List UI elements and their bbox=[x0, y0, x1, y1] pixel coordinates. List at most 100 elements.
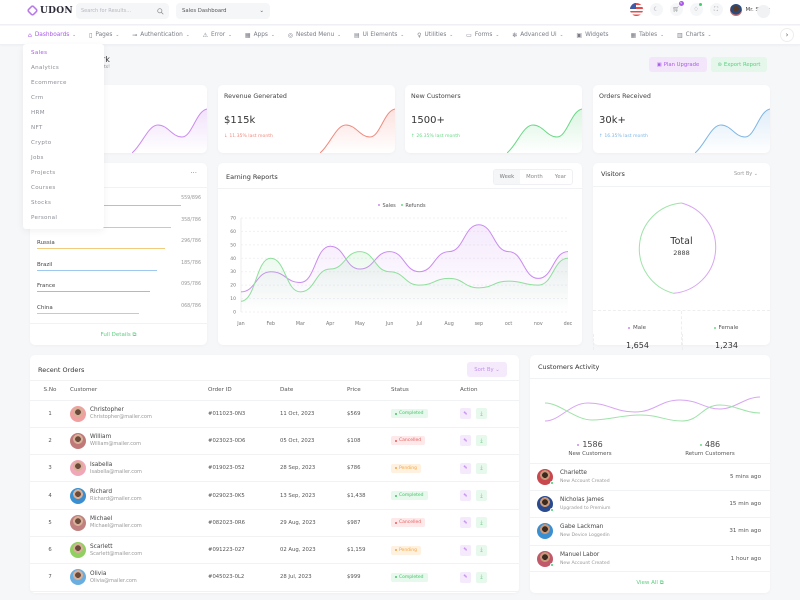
customer-name: Olivia bbox=[90, 571, 137, 577]
status-cell: Completed bbox=[391, 482, 460, 509]
nav-label: Charts bbox=[686, 32, 705, 38]
flag-us-icon[interactable] bbox=[630, 3, 643, 16]
nav-next-button[interactable]: › bbox=[780, 28, 794, 42]
dropdown-item-personal[interactable]: Personal bbox=[23, 215, 104, 230]
plan-upgrade-button[interactable]: ▣ Plan Upgrade bbox=[649, 57, 707, 72]
action-cell: ✎ ⤓ bbox=[460, 427, 519, 454]
column-header: Status bbox=[391, 381, 460, 400]
dropdown-item-ecommerce[interactable]: Ecommerce bbox=[23, 80, 104, 95]
stat-card: Revenue Generated $115k ↓ 11.35% last mont… bbox=[218, 85, 395, 153]
activity-time: 1 hour ago bbox=[731, 556, 761, 562]
order-date: 28 Jul, 2023 bbox=[280, 564, 347, 591]
nav-item-apps[interactable]: ▦ Apps ⌄ bbox=[245, 32, 275, 39]
download-icon[interactable]: ⤓ bbox=[476, 572, 487, 583]
download-icon[interactable]: ⤓ bbox=[476, 517, 487, 528]
table-row[interactable]: 2 William William@mailer.com #023023-0D6 05 … bbox=[30, 427, 519, 454]
nav-item-pages[interactable]: ▯ Pages ⌄ bbox=[89, 32, 119, 39]
tab-month[interactable]: Month bbox=[520, 170, 549, 184]
nav-item-utilities[interactable]: ♀ Utilities ⌄ bbox=[417, 32, 453, 39]
customer-email: Christopher@mailer.com bbox=[90, 414, 152, 420]
dropdown-item-crypto[interactable]: Crypto bbox=[23, 140, 104, 155]
chart-legend: Sales Refunds bbox=[218, 203, 582, 209]
nav-item-nested-menu[interactable]: ◎ Nested Menu ⌄ bbox=[288, 32, 341, 39]
activity-item[interactable]: Nicholas James Upgraded to Premium 15 min … bbox=[530, 490, 770, 517]
dropdown-item-nft[interactable]: NFT bbox=[23, 125, 104, 140]
logo[interactable]: UDON bbox=[27, 5, 73, 16]
legend-sales[interactable]: Sales bbox=[382, 203, 395, 209]
dropdown-item-hrm[interactable]: HRM bbox=[23, 110, 104, 125]
order-price: $1,438 bbox=[347, 482, 391, 509]
search-input[interactable]: Search for Results... bbox=[76, 3, 169, 19]
download-icon[interactable]: ⤓ bbox=[476, 545, 487, 556]
edit-icon[interactable]: ✎ bbox=[460, 545, 471, 556]
stat-change: ↓ 11.35% last month bbox=[224, 134, 273, 139]
stat-change-text: 11.35% last month bbox=[229, 134, 273, 139]
dropdown-item-crm[interactable]: Crm bbox=[23, 95, 104, 110]
activity-time: 31 min ago bbox=[729, 528, 761, 534]
full-details-link[interactable]: Full Details ⧉ bbox=[30, 323, 207, 345]
cart-icon[interactable]: 🛒︎ 5 bbox=[670, 3, 683, 16]
country-name: China bbox=[37, 305, 53, 311]
nav-item-widgets[interactable]: ▣ Widgets bbox=[576, 32, 608, 39]
table-row[interactable]: 7 Olivia Olivia@mailer.com #045023-0L2 28 Ju… bbox=[30, 564, 519, 591]
edit-icon[interactable]: ✎ bbox=[460, 572, 471, 583]
table-row[interactable]: 5 Michael Michael@mailer.com #082023-0R6 29 … bbox=[30, 509, 519, 536]
edit-icon[interactable]: ✎ bbox=[460, 408, 471, 419]
download-icon[interactable]: ⤓ bbox=[476, 490, 487, 501]
sparkline bbox=[320, 105, 395, 153]
tab-week[interactable]: Week bbox=[494, 170, 521, 184]
customer-name: Richard bbox=[90, 489, 142, 495]
nav-item-charts[interactable]: ▥ Charts ⌄ bbox=[677, 32, 711, 39]
row-number: 3 bbox=[30, 455, 70, 482]
dashboard-select[interactable]: Sales Dashboard ⌄ bbox=[176, 3, 270, 19]
bell-icon[interactable]: ♢ bbox=[690, 3, 703, 16]
table-row[interactable]: 1 Christopher Christopher@mailer.com #01102… bbox=[30, 400, 519, 427]
nav-item-error[interactable]: ⚠ Error ⌄ bbox=[203, 32, 232, 39]
country-progress-bar bbox=[37, 291, 150, 292]
tab-year[interactable]: Year bbox=[549, 170, 572, 184]
sort-by-button[interactable]: Sort By ⌄ bbox=[467, 362, 507, 377]
search-placeholder: Search for Results... bbox=[81, 8, 131, 14]
edit-icon[interactable]: ✎ bbox=[460, 517, 471, 528]
activity-item[interactable]: Gabe Lackman New Device Loggedin 31 min ag… bbox=[530, 517, 770, 544]
nav-label: Utilities bbox=[425, 32, 447, 38]
legend-refunds[interactable]: Refunds bbox=[405, 203, 425, 209]
stat-change: ↑ 16.35% last month bbox=[599, 134, 648, 139]
nav-item-authentication[interactable]: ⊸ Authentication ⌄ bbox=[132, 32, 189, 39]
avatar bbox=[730, 4, 742, 16]
dropdown-item-courses[interactable]: Courses bbox=[23, 185, 104, 200]
nav-item-dashboards[interactable]: ⌂ Dashboards ⌄ bbox=[28, 32, 76, 39]
stat-card: New Customers 1500+ ↑ 26.35% last month bbox=[405, 85, 582, 153]
export-report-label: Export Report bbox=[724, 62, 761, 68]
nav-item-ui-elements[interactable]: ▤ Ui Elements ⌄ bbox=[354, 32, 404, 39]
customer-name: Isabella bbox=[90, 462, 142, 468]
activity-item[interactable]: Charlette New Account Created 5 mins ago bbox=[530, 463, 770, 490]
dropdown-item-stocks[interactable]: Stocks bbox=[23, 200, 104, 215]
moon-icon[interactable]: ☾ bbox=[650, 3, 663, 16]
table-row[interactable]: 4 Richard Richard@mailer.com #029023-0K5 13 … bbox=[30, 482, 519, 509]
export-report-button[interactable]: ⊚ Export Report bbox=[711, 57, 767, 72]
dropdown-item-projects[interactable]: Projects bbox=[23, 170, 104, 185]
more-icon[interactable]: ··· bbox=[190, 169, 197, 177]
fullscreen-icon[interactable]: ⛶ bbox=[710, 3, 723, 16]
nav-item-forms[interactable]: ▭ Forms ⌄ bbox=[466, 32, 499, 39]
edit-icon[interactable]: ✎ bbox=[460, 435, 471, 446]
download-icon[interactable]: ⤓ bbox=[476, 463, 487, 474]
nav-item-tables[interactable]: ▦ Tables ⌄ bbox=[631, 32, 664, 39]
download-icon[interactable]: ⤓ bbox=[476, 408, 487, 419]
nav-item-advanced-ui[interactable]: ✻ Advanced Ui ⌄ bbox=[512, 32, 563, 39]
gear-icon[interactable] bbox=[757, 5, 770, 18]
top-bar: UDON Search for Results... Sales Dashboa… bbox=[0, 0, 800, 25]
dropdown-item-sales[interactable]: Sales bbox=[23, 50, 104, 65]
view-all-link[interactable]: View All ⧉ bbox=[530, 571, 770, 593]
edit-icon[interactable]: ✎ bbox=[460, 490, 471, 501]
activity-item[interactable]: Manuel Labor New Account Created 1 hour ag… bbox=[530, 545, 770, 572]
dropdown-item-jobs[interactable]: Jobs bbox=[23, 155, 104, 170]
status-cell: Completed bbox=[391, 564, 460, 591]
x-tick-label: Mar bbox=[296, 321, 305, 327]
edit-icon[interactable]: ✎ bbox=[460, 463, 471, 474]
dropdown-item-analytics[interactable]: Analytics bbox=[23, 65, 104, 80]
download-icon[interactable]: ⤓ bbox=[476, 435, 487, 446]
table-row[interactable]: 6 Scarlett Scarlett@mailer.com #091223-027 0… bbox=[30, 536, 519, 563]
table-row[interactable]: 3 Isabella Isabella@mailer.com #019023-052 2… bbox=[30, 455, 519, 482]
